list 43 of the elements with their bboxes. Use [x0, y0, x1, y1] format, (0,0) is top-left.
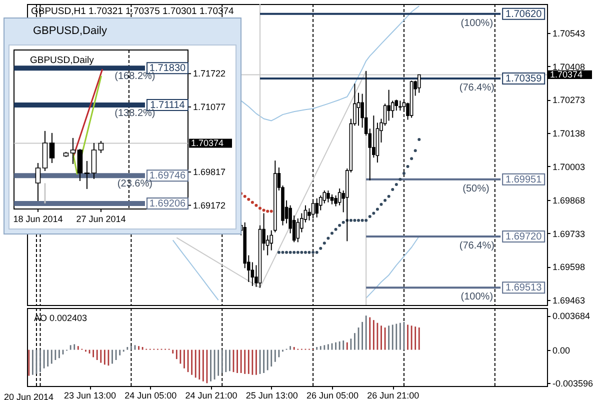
y-tick-label: 1.69817: [193, 166, 226, 177]
text: 20 Jun 2014: [4, 392, 54, 400]
annotation: (76.4%): [459, 240, 494, 252]
chart-title: GBPUSD,H1 1.70321 1.70375 1.70301 1.70374: [31, 6, 234, 17]
y-tick-label: 0.00: [552, 345, 570, 356]
y-tick-label: 0.003684: [552, 311, 590, 322]
data-label: 1.69206: [149, 198, 186, 210]
x-tick-label: 26 Jun 05:00: [306, 390, 359, 400]
annotation: (76.4%): [459, 82, 494, 94]
x-tick-label: 24 Jun 21:00: [185, 390, 238, 400]
ref-line-label: 1.70374: [191, 138, 224, 148]
y-tick-label: 1.71722: [193, 68, 226, 79]
y-tick-label: 1.70003: [552, 162, 586, 172]
data-label: 1.70620: [506, 8, 542, 20]
y-tick-label: -0.003596: [552, 378, 594, 389]
x-tick-label: 27 Jun 2014: [76, 214, 126, 224]
x-tick-label: 25 Jun 13:00: [246, 390, 298, 400]
x-tick-label: 26 Jun 21:00: [367, 390, 420, 400]
x-tick-label: 24 Jun 05:00: [124, 390, 177, 400]
annotation: (100%): [460, 292, 494, 303]
x-tick-label: 18 Jun 2014: [13, 214, 63, 224]
y-tick-label: 1.69598: [552, 262, 586, 272]
data-label: 1.69513: [506, 282, 542, 294]
y-tick-label: 1.69463: [552, 296, 586, 306]
y-tick-label: 1.70408: [552, 62, 586, 72]
y-tick-label: 1.69733: [552, 228, 586, 239]
chart-title: AO 0.002403: [34, 313, 88, 323]
data-label: 1.69720: [506, 231, 542, 242]
y-tick-label: 1.70138: [552, 128, 586, 139]
ref-line-label: 1.70374: [550, 70, 583, 80]
y-tick-label: 1.69868: [552, 195, 586, 206]
annotation: (50%): [462, 183, 490, 194]
annotation: (100%): [460, 18, 494, 29]
y-tick-label: 1.70273: [552, 95, 586, 106]
data-label: 1.69951: [506, 174, 542, 186]
chart-title: GBPUSD,Daily: [33, 25, 108, 37]
data-label: 1.69746: [149, 170, 186, 182]
y-tick-label: 1.69172: [193, 200, 226, 210]
annotation: GBPUSD,Daily: [30, 55, 94, 66]
y-tick-label: 1.70543: [552, 28, 586, 38]
y-tick-label: 1.71077: [193, 102, 226, 112]
data-label: 1.70359: [506, 73, 542, 84]
x-tick-label: 23 Jun 13:00: [64, 390, 116, 400]
